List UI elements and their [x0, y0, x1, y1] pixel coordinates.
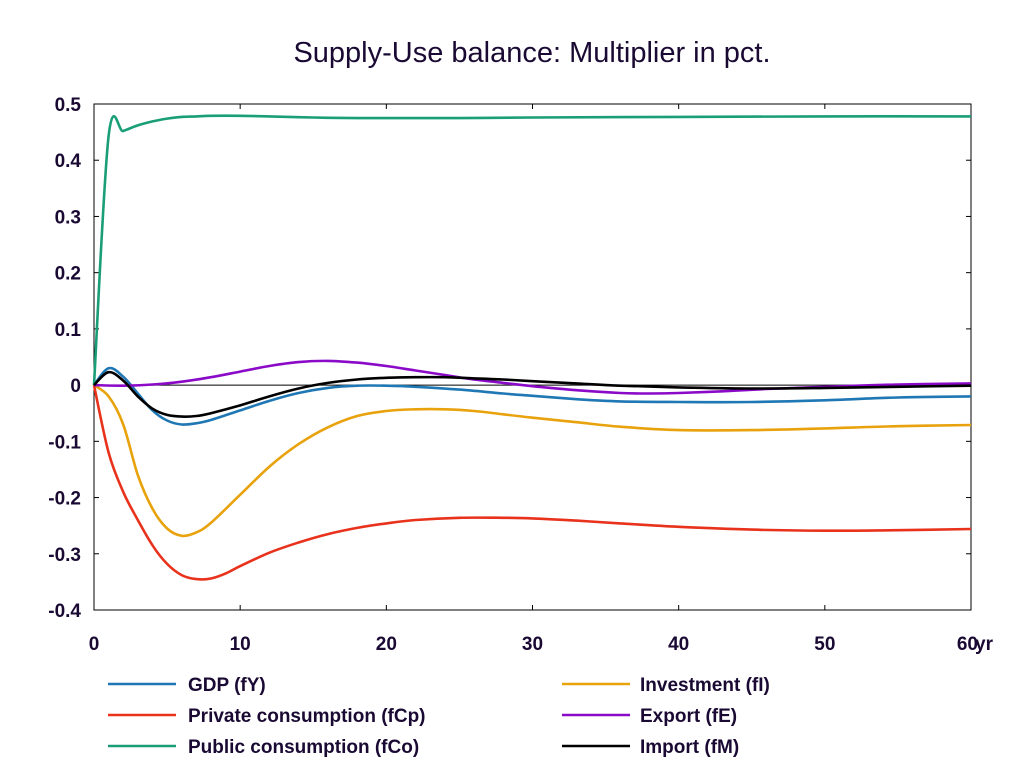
series-line-public-consumption-fco — [92, 114, 972, 386]
y-tick-label: 0.3 — [55, 207, 81, 228]
series-layer — [92, 114, 972, 581]
series-line-investment-fi — [93, 384, 972, 538]
legend-label-export-fe: Export (fE) — [640, 706, 737, 727]
y-tick-label: 0.5 — [55, 95, 82, 116]
x-tick-label: 40 — [668, 634, 689, 655]
series-line-gdp-fy — [92, 366, 972, 426]
chart-title: Supply-Use balance: Multiplier in pct. — [293, 37, 770, 69]
plot-frame — [93, 103, 972, 611]
legend-label-investment-fi: Investment (fI) — [640, 675, 770, 696]
plot-axes: 0.5 0.4 0.3 0.2 0.1 0 -0.1 -0.2 -0.3 -0.4 0 10 20 30 4… — [48, 95, 993, 655]
series-line-export-fe — [93, 359, 972, 395]
y-tick-label: -0.1 — [48, 432, 81, 453]
legend-label-gdp-fy: GDP (fY) — [188, 675, 266, 696]
legend-label-public-consumption-fco: Public consumption (fCo) — [188, 737, 419, 758]
legend-label-private-consumption-fcp: Private consumption (fCp) — [188, 706, 426, 727]
x-tick-label: 60 — [957, 634, 978, 655]
y-tick-label: -0.3 — [48, 545, 81, 566]
y-tick-label: -0.4 — [48, 601, 81, 622]
x-tick-label: 0 — [89, 634, 100, 655]
x-tick-label: 10 — [230, 634, 251, 655]
y-tick-label: 0 — [70, 376, 81, 397]
legend-label-import-fm: Import (fM) — [640, 737, 739, 758]
x-unit-label: yr — [975, 634, 994, 655]
x-tick-label: 30 — [522, 634, 543, 655]
series-line-private-consumption-fcp — [92, 384, 972, 581]
y-tick-label: 0.1 — [55, 320, 82, 341]
y-tick-label: -0.2 — [48, 489, 81, 510]
series-line-import-fm — [93, 370, 972, 418]
x-tick-label: 20 — [376, 634, 397, 655]
x-tick-label: 50 — [814, 634, 835, 655]
legend: GDP (fY) Investment (fI) Private consumpti… — [108, 675, 770, 758]
y-tick-label: 0.2 — [55, 264, 81, 285]
y-tick-label: 0.4 — [55, 151, 82, 172]
